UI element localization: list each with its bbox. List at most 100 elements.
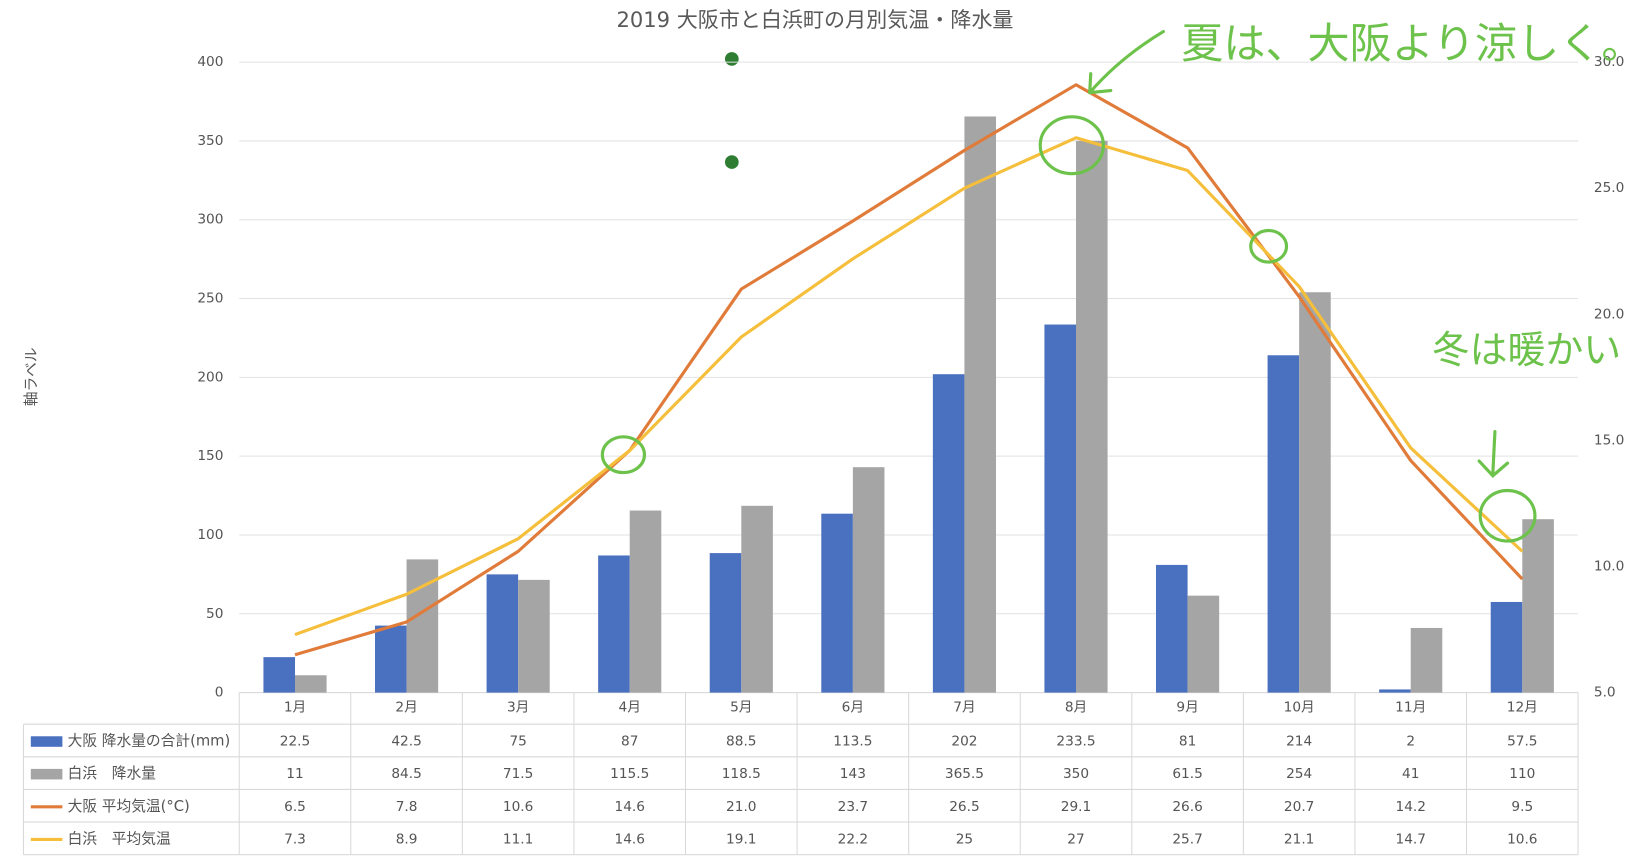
bar	[629, 510, 662, 693]
table-cell: 26.6	[1172, 799, 1202, 815]
table-cell: 88.5	[726, 734, 756, 750]
x-tick-label: 10月	[1284, 699, 1315, 715]
arrow	[1477, 429, 1510, 478]
legend-label: 白浜 降水量	[68, 765, 157, 782]
bar	[821, 513, 853, 693]
table-cell: 10.6	[1507, 831, 1537, 847]
x-tick-label: 4月	[619, 699, 641, 715]
table-cell: 2	[1406, 734, 1415, 750]
table-cell: 7.3	[284, 831, 306, 847]
bar	[1522, 519, 1554, 693]
bar	[1379, 689, 1411, 693]
table-cell: 14.6	[614, 799, 644, 815]
bar	[1044, 324, 1077, 693]
y-tick-label: 250	[197, 291, 223, 307]
table-cell: 61.5	[1172, 766, 1202, 782]
y-tick-label: 400	[197, 54, 223, 70]
y-axis-label: 軸ラベル	[23, 347, 40, 406]
table-cell: 14.2	[1396, 799, 1426, 815]
table-cell: 84.5	[391, 766, 421, 782]
legend-swatch	[30, 768, 63, 780]
x-tick-label: 9月	[1176, 699, 1198, 715]
x-tick-label: 3月	[507, 699, 529, 715]
line	[294, 83, 1524, 657]
table-cell: 10.6	[503, 799, 533, 815]
table-cell: 14.7	[1396, 831, 1426, 847]
y-tick-label: 100	[197, 527, 223, 543]
table-cell: 21.1	[1284, 831, 1314, 847]
y-tick-label: 150	[197, 448, 223, 464]
table-cell: 8.9	[396, 831, 418, 847]
arrow	[1088, 29, 1165, 95]
table-cell: 7.8	[396, 799, 418, 815]
bar	[486, 574, 519, 693]
table-cell: 113.5	[833, 734, 872, 750]
legend-label: 大阪 降水量の合計(mm)	[68, 733, 231, 750]
table-cell: 41	[1402, 766, 1419, 782]
x-tick-label: 2月	[395, 699, 417, 715]
table-cell: 11	[286, 766, 303, 782]
table-cell: 365.5	[945, 766, 984, 782]
bar	[932, 374, 965, 693]
bar	[1267, 355, 1300, 693]
line	[294, 136, 1524, 637]
circle	[1478, 488, 1537, 543]
x-tick-label: 7月	[953, 699, 975, 715]
legend-label: 大阪 平均気温(°C)	[68, 798, 190, 815]
handwriting	[600, 29, 1537, 543]
table-cell: 42.5	[391, 734, 421, 750]
table-cell: 350	[1063, 766, 1089, 782]
bar	[741, 505, 773, 693]
dot	[724, 52, 739, 66]
table-cell: 81	[1179, 734, 1196, 750]
y2-tick-label: 30.0	[1594, 54, 1624, 70]
table-cell: 27	[1067, 831, 1084, 847]
bar	[709, 553, 742, 693]
y-tick-label: 350	[197, 133, 223, 149]
x-tick-label: 11月	[1395, 699, 1426, 715]
table-cell: 214	[1286, 734, 1312, 750]
table-cell: 19.1	[726, 831, 756, 847]
table-cell: 22.5	[280, 734, 310, 750]
bar	[1187, 595, 1220, 693]
bar	[1410, 627, 1443, 693]
table-cell: 21.0	[726, 799, 756, 815]
x-tick-label: 1月	[284, 699, 306, 715]
table-cell: 118.5	[722, 766, 761, 782]
table-cell: 115.5	[610, 766, 649, 782]
bar	[1490, 601, 1523, 693]
table-cell: 22.2	[838, 831, 868, 847]
table-cell: 25	[956, 831, 973, 847]
y-tick-label: 300	[197, 212, 223, 228]
y2-tick-label: 10.0	[1594, 558, 1624, 574]
x-tick-label: 6月	[842, 699, 864, 715]
bar	[518, 579, 550, 693]
annotation: 冬は暖かい	[1432, 328, 1621, 372]
table-cell: 20.7	[1284, 799, 1314, 815]
y2-tick-label: 20.0	[1594, 306, 1624, 322]
x-tick-label: 5月	[730, 699, 752, 715]
table-cell: 57.5	[1507, 734, 1537, 750]
bar	[964, 116, 997, 693]
bar	[598, 555, 630, 693]
bar	[1156, 564, 1188, 693]
table-cell: 9.5	[1511, 799, 1533, 815]
table-cell: 110	[1509, 766, 1535, 782]
table-cell: 26.5	[949, 799, 979, 815]
table-cell: 254	[1286, 766, 1312, 782]
table-cell: 29.1	[1061, 799, 1091, 815]
table-cell: 23.7	[838, 799, 868, 815]
y-tick-label: 50	[206, 606, 223, 622]
table-cell: 25.7	[1172, 831, 1202, 847]
y2-tick-label: 25.0	[1594, 180, 1624, 196]
table-cell: 75	[509, 734, 526, 750]
table-cell: 71.5	[503, 766, 533, 782]
annotation: 夏は、大阪より涼しく。	[1181, 19, 1643, 68]
table-cell: 11.1	[503, 831, 533, 847]
chart-title: 2019 大阪市と白浜町の月別気温・降水量	[616, 7, 1013, 32]
bar	[1076, 140, 1108, 693]
y-tick-label: 0	[215, 685, 224, 701]
circle	[1038, 115, 1105, 176]
